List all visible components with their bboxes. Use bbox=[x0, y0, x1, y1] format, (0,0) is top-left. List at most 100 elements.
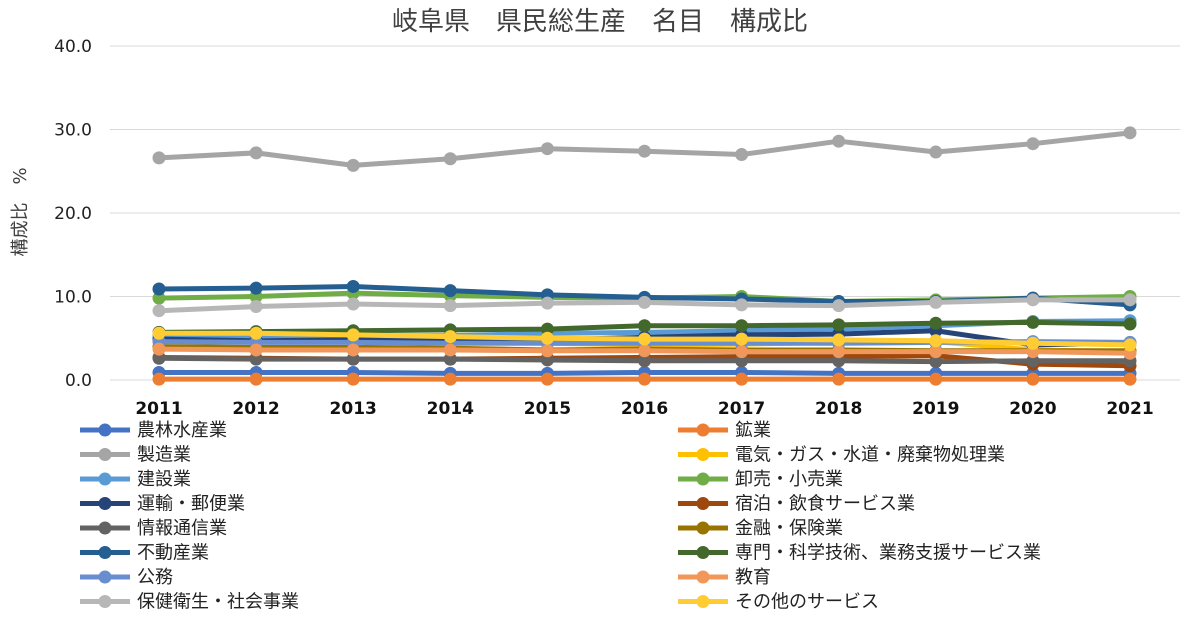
data-point bbox=[929, 345, 943, 359]
legend-label: 農林水産業 bbox=[137, 420, 227, 441]
x-tick-label: 2020 bbox=[1009, 399, 1056, 419]
x-tick-label: 2017 bbox=[718, 399, 765, 419]
legend-label: 公務 bbox=[137, 567, 173, 588]
chart-title: 岐阜県 県民総生産 名目 構成比 bbox=[392, 7, 808, 37]
legend-item: 公務 bbox=[80, 567, 173, 588]
data-point bbox=[1123, 293, 1137, 307]
data-point bbox=[249, 281, 263, 295]
legend-label: 宿泊・飲食サービス業 bbox=[735, 494, 915, 515]
data-point bbox=[735, 332, 749, 346]
data-point bbox=[1026, 372, 1040, 386]
legend-swatch-marker bbox=[696, 497, 710, 510]
data-point bbox=[638, 295, 651, 309]
data-point bbox=[1026, 315, 1040, 329]
data-point bbox=[1123, 317, 1137, 331]
data-point bbox=[540, 372, 554, 386]
legend-item: 電気・ガス・水道・廃棄物処理業 bbox=[678, 445, 1005, 466]
series-2 bbox=[152, 126, 1137, 172]
series-8 bbox=[152, 351, 1137, 369]
legend-label: 情報通信業 bbox=[137, 518, 227, 539]
legend-swatch-marker bbox=[696, 546, 710, 559]
data-point bbox=[249, 326, 263, 340]
legend-swatch-marker bbox=[696, 595, 710, 608]
legend-label: 建設業 bbox=[137, 469, 191, 490]
data-point bbox=[443, 352, 457, 366]
data-point bbox=[346, 343, 360, 357]
x-tick-label: 2014 bbox=[427, 399, 474, 419]
legend-label: 卸売・小売業 bbox=[735, 469, 843, 490]
y-tick-label: 0.0 bbox=[65, 371, 92, 391]
data-point bbox=[346, 297, 360, 311]
x-tick-label: 2016 bbox=[621, 399, 668, 419]
y-tick-label: 10.0 bbox=[54, 288, 92, 308]
legend-item: その他のサービス bbox=[678, 592, 879, 613]
data-point bbox=[1123, 126, 1137, 140]
data-point bbox=[249, 372, 263, 386]
x-tick-label: 2011 bbox=[135, 399, 182, 419]
data-point bbox=[638, 332, 651, 346]
data-point bbox=[832, 134, 846, 148]
data-point bbox=[1026, 137, 1040, 151]
legend-item: 金融・保険業 bbox=[678, 518, 843, 539]
data-point bbox=[249, 300, 263, 314]
legend-swatch-marker bbox=[98, 448, 112, 461]
data-point bbox=[832, 299, 846, 313]
data-point bbox=[1123, 338, 1137, 352]
data-point bbox=[735, 319, 749, 333]
data-point bbox=[1123, 372, 1137, 386]
x-tick-label: 2012 bbox=[232, 399, 279, 419]
data-point bbox=[443, 284, 457, 298]
data-point bbox=[929, 355, 943, 369]
data-point bbox=[638, 144, 651, 158]
legend-label: 製造業 bbox=[137, 445, 191, 466]
data-point bbox=[346, 352, 360, 366]
data-point bbox=[443, 330, 457, 344]
data-point bbox=[735, 354, 749, 368]
y-tick-labels: 0.0 10.0 20.0 30.0 40.0 bbox=[54, 37, 92, 391]
data-point bbox=[152, 342, 166, 356]
data-point bbox=[832, 345, 846, 359]
data-point bbox=[1026, 354, 1040, 368]
legend-item: 製造業 bbox=[80, 445, 191, 466]
legend-swatch-marker bbox=[696, 423, 710, 437]
series-1 bbox=[152, 372, 1137, 386]
legend-label: 保健衛生・社会事業 bbox=[137, 592, 299, 613]
data-point bbox=[540, 142, 554, 156]
data-point bbox=[346, 372, 360, 386]
data-point bbox=[540, 296, 554, 310]
data-point bbox=[443, 343, 457, 357]
legend-label: 電気・ガス・水道・廃棄物処理業 bbox=[735, 445, 1005, 466]
legend-item: 情報通信業 bbox=[80, 518, 227, 539]
legend-swatch-marker bbox=[98, 521, 112, 535]
data-point bbox=[929, 334, 943, 348]
x-tick-labels: 2011 2012 2013 2014 2015 2016 2017 2018 2019 2020… bbox=[135, 399, 1153, 419]
legend-item: 卸売・小売業 bbox=[678, 469, 843, 490]
data-point bbox=[249, 146, 263, 160]
data-point bbox=[1026, 336, 1040, 350]
data-point bbox=[152, 326, 166, 340]
data-point bbox=[152, 282, 166, 296]
data-point bbox=[832, 354, 846, 368]
data-point bbox=[1026, 293, 1040, 307]
legend-swatch-marker bbox=[696, 472, 710, 486]
data-point bbox=[346, 158, 360, 172]
data-point bbox=[152, 151, 166, 165]
x-tick-label: 2013 bbox=[330, 399, 377, 419]
legend-label: 金融・保険業 bbox=[735, 518, 843, 539]
data-point bbox=[735, 372, 749, 386]
data-point bbox=[152, 304, 166, 318]
data-point bbox=[638, 344, 651, 358]
data-point bbox=[929, 295, 943, 309]
legend-swatch-marker bbox=[696, 448, 710, 461]
y-axis-label: 構成比 % bbox=[10, 167, 31, 256]
data-point bbox=[540, 344, 554, 358]
series-lines bbox=[152, 126, 1137, 386]
x-tick-label: 2015 bbox=[524, 399, 571, 419]
data-point bbox=[152, 291, 166, 305]
data-point bbox=[249, 343, 263, 357]
data-point bbox=[540, 322, 554, 336]
legend-swatch-marker bbox=[98, 423, 112, 437]
series-15 bbox=[152, 326, 1137, 352]
